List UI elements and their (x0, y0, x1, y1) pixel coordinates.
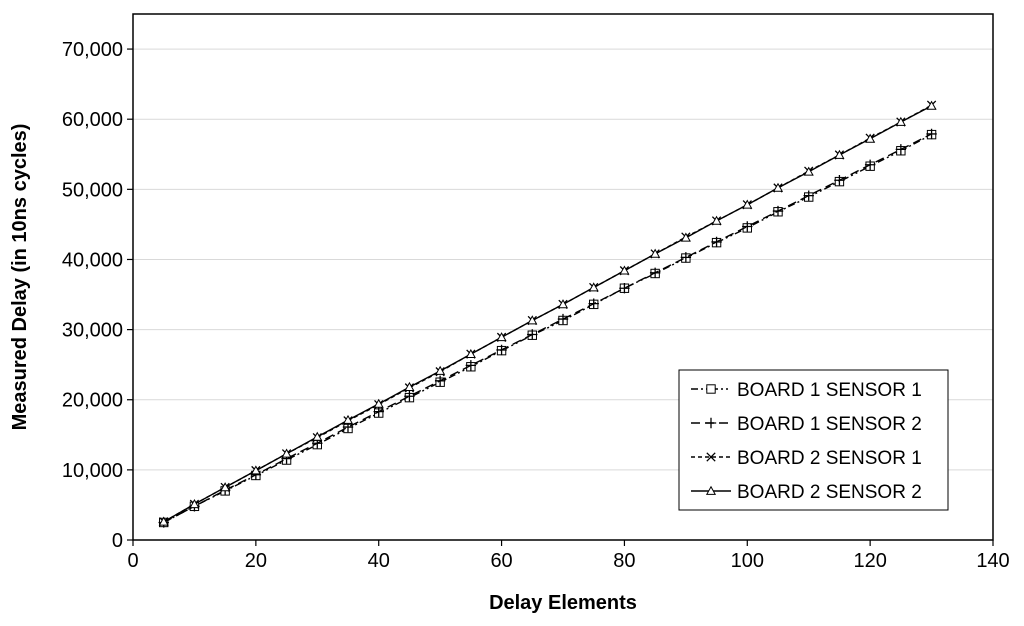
data-point-triangle (772, 182, 784, 192)
data-point-triangle (281, 448, 292, 458)
data-point-plus (834, 175, 845, 186)
y-tick-label: 0 (112, 530, 123, 552)
x-tick-label: 100 (731, 550, 764, 572)
data-point-plus (803, 190, 814, 201)
data-point-triangle (588, 282, 599, 292)
series-2 (158, 128, 937, 528)
data-point-triangle (220, 482, 231, 492)
y-tick-label: 10,000 (62, 460, 123, 482)
y-tick-label: 40,000 (62, 249, 123, 271)
data-point-triangle (803, 166, 814, 176)
gridlines (133, 48, 993, 471)
data-point-triangle (250, 465, 261, 475)
data-point-plus (864, 159, 876, 170)
data-point-triangle (865, 133, 876, 143)
axis-ticks: 0 10,000 20,000 30,000 40,000 50,000 60,000 70,… (62, 39, 1010, 572)
data-point-plus (705, 417, 717, 429)
series-line (163, 133, 932, 524)
legend-label: BOARD 1 SENSOR 2 (737, 414, 922, 435)
legend: BOARD 1 SENSOR 1 BOARD 1 SENSOR 2 BOARD 2 … (678, 369, 949, 511)
data-point-triangle (158, 516, 169, 526)
data-point-triangle (619, 265, 630, 275)
data-point-square (706, 384, 716, 394)
data-point-plus (527, 329, 538, 340)
legend-item: BOARD 2 SENSOR 2 (691, 482, 922, 503)
data-point-plus (588, 298, 599, 309)
data-point-triangle (435, 365, 446, 375)
data-point-plus (680, 252, 692, 263)
legend-item: BOARD 1 SENSOR 2 (691, 414, 922, 435)
data-point-plus (557, 313, 569, 325)
legend-label: BOARD 2 SENSOR 2 (737, 482, 922, 503)
x-tick-label: 0 (127, 550, 138, 572)
data-point-triangle (834, 149, 845, 159)
data-point-plus (711, 236, 722, 248)
data-point-triangle (312, 431, 323, 441)
y-tick-label: 60,000 (62, 109, 123, 131)
data-point-triangle (711, 215, 722, 225)
legend-item: BOARD 1 SENSOR 1 (691, 380, 922, 401)
series-line (163, 105, 932, 523)
data-point-triangle (496, 332, 507, 342)
x-tick-label: 120 (853, 550, 886, 572)
data-point-triangle (650, 248, 661, 258)
data-point-triangle (342, 414, 354, 424)
data-point-plus (404, 391, 415, 402)
data-point-triangle (465, 348, 476, 359)
data-point-plus (373, 406, 384, 417)
y-tick-label: 30,000 (62, 320, 123, 342)
data-point-triangle (926, 100, 937, 110)
data-point-triangle (742, 199, 753, 209)
data-point-triangle (527, 315, 538, 325)
data-point-plus (926, 128, 937, 140)
data-point-triangle (404, 381, 415, 391)
legend-item: BOARD 2 SENSOR 1 (691, 448, 922, 469)
data-point-triangle (373, 398, 384, 408)
legend-label: BOARD 1 SENSOR 1 (737, 380, 922, 401)
y-tick-label: 50,000 (62, 179, 123, 201)
legend-box (678, 369, 949, 511)
x-tick-label: 40 (368, 550, 390, 572)
data-point-plus (496, 344, 507, 356)
data-point-plus (895, 144, 907, 155)
data-point-triangle (680, 232, 691, 242)
data-point-plus (465, 360, 477, 371)
data-point-plus (742, 221, 753, 232)
x-tick-label: 20 (245, 550, 267, 572)
y-tick-label: 70,000 (62, 39, 123, 61)
y-tick-label: 20,000 (62, 390, 123, 412)
plot-area-frame (132, 13, 994, 541)
data-point-triangle (705, 485, 717, 495)
data-point-triangle (557, 299, 569, 309)
x-axis-title: Delay Elements (489, 592, 637, 614)
data-point-plus (619, 283, 630, 294)
data-point-plus (434, 375, 446, 386)
series-layer (158, 100, 937, 528)
data-point-triangle (189, 499, 200, 509)
data-point-triangle (895, 116, 906, 126)
data-point-x (706, 452, 716, 462)
data-point-plus (772, 205, 784, 217)
data-point-plus (649, 267, 661, 278)
legend-label: BOARD 2 SENSOR 1 (737, 448, 922, 469)
y-axis-title: Measured Delay (in 10ns cycles) (9, 124, 31, 431)
x-tick-label: 140 (976, 550, 1009, 572)
x-tick-label: 60 (490, 550, 512, 572)
series-4 (158, 100, 937, 526)
series-line (163, 133, 932, 524)
x-tick-label: 80 (613, 550, 635, 572)
